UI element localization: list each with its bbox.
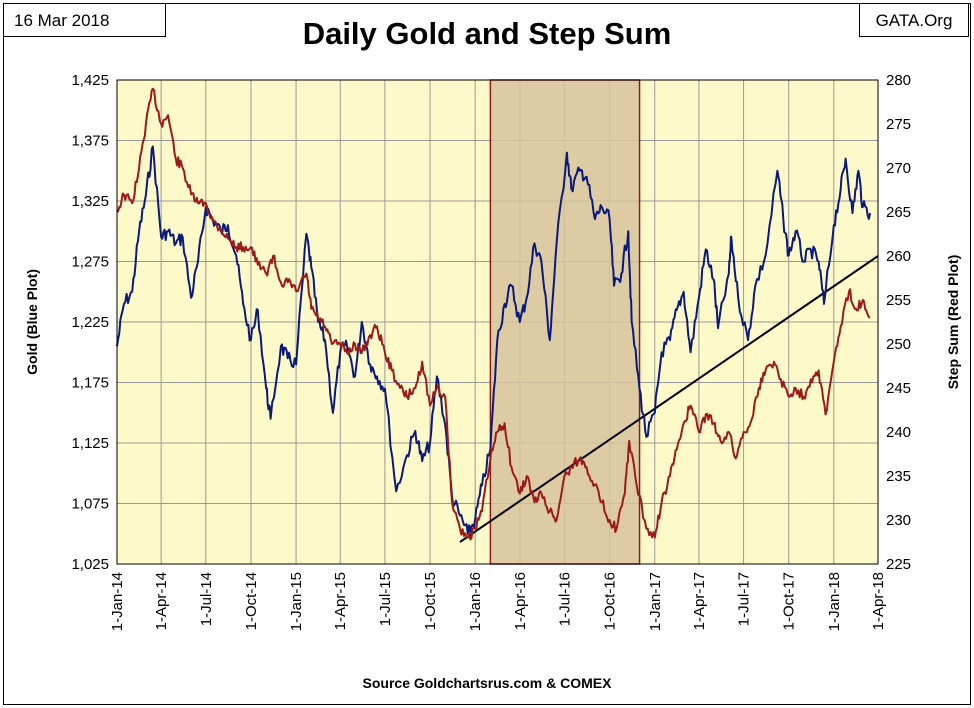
y-right-tick-label: 265 — [886, 204, 911, 221]
x-tick-label: 1-Jan-15 — [288, 572, 305, 631]
y-right-tick-label: 235 — [886, 468, 911, 485]
y-right-tick-label: 230 — [886, 512, 911, 529]
x-tick-label: 1-Jul-17 — [736, 572, 753, 626]
y-left-tick-label: 1,275 — [71, 254, 109, 271]
y-left-tick-label: 1,425 — [71, 72, 109, 89]
x-tick-label: 1-Oct-15 — [422, 572, 439, 630]
x-tick-label: 1-Jan-16 — [467, 572, 484, 631]
x-tick-label: 1-Jan-18 — [826, 572, 843, 631]
y-right-tick-label: 280 — [886, 72, 911, 89]
x-tick-label: 1-Oct-17 — [781, 572, 798, 630]
trend-line — [459, 255, 879, 543]
y-right-tick-label: 260 — [886, 248, 911, 265]
plot-border — [116, 79, 879, 565]
x-tick-label: 1-Jul-16 — [556, 572, 573, 626]
y-left-axis-title: Gold (Blue Plot) — [24, 269, 40, 375]
gold-series-line — [116, 145, 872, 535]
x-tick-label: 1-Apr-18 — [870, 572, 887, 630]
highlight-region — [489, 79, 641, 565]
source-note: Source Goldchartsrus.com & COMEX — [362, 675, 612, 691]
y-left-tick-label: 1,025 — [71, 556, 109, 573]
site-label: GATA.Org — [859, 3, 969, 37]
y-right-tick-label: 225 — [886, 556, 911, 573]
y-right-tick-label: 255 — [886, 292, 911, 309]
x-tick-label: 1-Jul-14 — [198, 572, 215, 626]
x-tick-label: 1-Apr-14 — [153, 572, 170, 630]
y-right-axis-title: Step Sum (Red Plot) — [945, 255, 961, 390]
x-tick-label: 1-Apr-15 — [332, 572, 349, 630]
y-right-tick-label: 245 — [886, 380, 911, 397]
x-tick-label: 1-Jan-14 — [109, 572, 126, 631]
x-tick-label: 1-Jan-17 — [647, 572, 664, 631]
step-sum-series-line — [116, 87, 871, 541]
chart-title: Daily Gold and Step Sum — [302, 16, 672, 51]
x-tick-label: 1-Oct-14 — [243, 572, 260, 630]
x-tick-label: 1-Oct-16 — [602, 572, 619, 630]
y-left-tick-label: 1,175 — [71, 375, 109, 392]
y-right-tick-label: 275 — [886, 116, 911, 133]
y-left-tick-label: 1,075 — [71, 496, 109, 513]
date-label: 16 Mar 2018 — [3, 3, 166, 37]
y-left-tick-label: 1,325 — [71, 193, 109, 210]
y-right-tick-label: 270 — [886, 160, 911, 177]
x-tick-label: 1-Apr-17 — [691, 572, 708, 630]
y-right-tick-label: 250 — [886, 336, 911, 353]
y-right-tick-label: 240 — [886, 424, 911, 441]
x-tick-label: 1-Jul-15 — [377, 572, 394, 626]
y-left-tick-label: 1,125 — [71, 435, 109, 452]
x-tick-label: 1-Apr-16 — [512, 572, 529, 630]
y-left-tick-label: 1,375 — [71, 133, 109, 150]
axis-tick-labels: 1-Jan-14 1-Apr-14 1-Jul-14 1-Oct-14 1-Jan-15… — [71, 72, 911, 631]
y-left-tick-label: 1,225 — [71, 314, 109, 331]
